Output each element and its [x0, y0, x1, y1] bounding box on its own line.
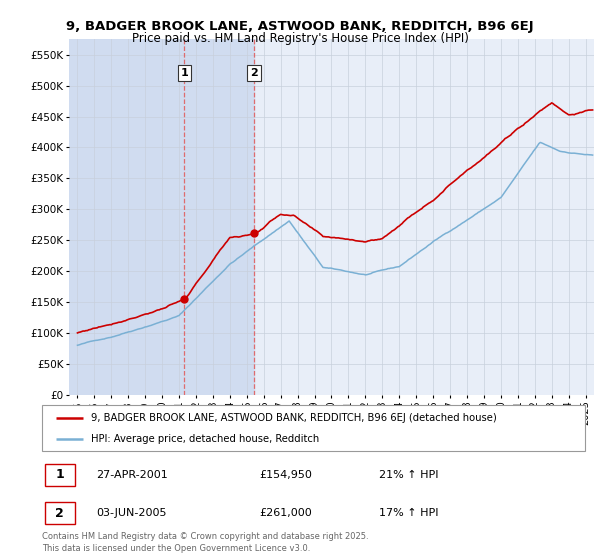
Text: 17% ↑ HPI: 17% ↑ HPI [379, 508, 438, 518]
Text: 9, BADGER BROOK LANE, ASTWOOD BANK, REDDITCH, B96 6EJ: 9, BADGER BROOK LANE, ASTWOOD BANK, REDD… [66, 20, 534, 32]
Text: 21% ↑ HPI: 21% ↑ HPI [379, 470, 438, 479]
Text: 03-JUN-2005: 03-JUN-2005 [97, 508, 167, 518]
Text: Contains HM Land Registry data © Crown copyright and database right 2025.
This d: Contains HM Land Registry data © Crown c… [42, 533, 368, 553]
Bar [69, 39, 184, 395]
Text: 2: 2 [250, 68, 258, 78]
Text: £261,000: £261,000 [259, 508, 312, 518]
Text: 2: 2 [55, 507, 64, 520]
FancyBboxPatch shape [45, 502, 74, 524]
Text: 1: 1 [55, 468, 64, 481]
Text: 27-APR-2001: 27-APR-2001 [97, 470, 168, 479]
Bar [184, 39, 254, 395]
Text: HPI: Average price, detached house, Redditch: HPI: Average price, detached house, Redd… [91, 435, 319, 444]
FancyBboxPatch shape [45, 464, 74, 486]
Text: Price paid vs. HM Land Registry's House Price Index (HPI): Price paid vs. HM Land Registry's House … [131, 32, 469, 45]
Text: 9, BADGER BROOK LANE, ASTWOOD BANK, REDDITCH, B96 6EJ (detached house): 9, BADGER BROOK LANE, ASTWOOD BANK, REDD… [91, 413, 497, 423]
FancyBboxPatch shape [42, 405, 585, 451]
Text: £154,950: £154,950 [259, 470, 312, 479]
Text: 1: 1 [181, 68, 188, 78]
